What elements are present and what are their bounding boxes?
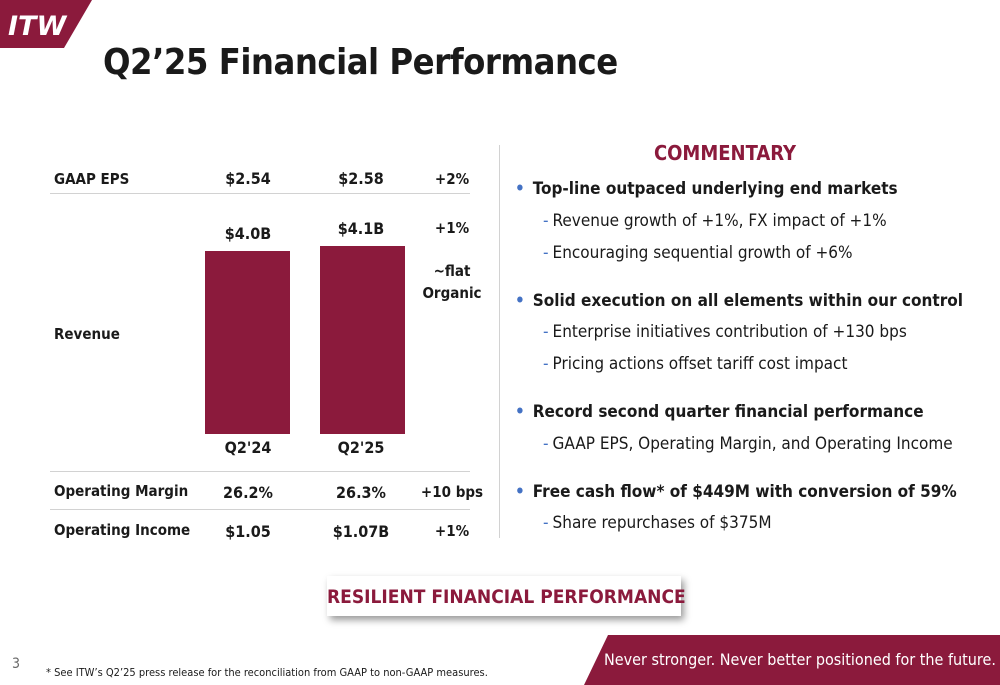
revenue-prior-period: Q2'24 (224, 438, 272, 457)
revenue-label: Revenue (54, 325, 120, 343)
revenue-organic-line2: Organic (422, 284, 482, 302)
operating-income-label: Operating Income (54, 521, 191, 539)
page-number: 3 (12, 656, 21, 672)
commentary-sub-point: - Share repurchases of $375M (543, 513, 772, 533)
revenue-change: +1% (434, 219, 470, 237)
eps-prior: $2.54 (225, 169, 271, 188)
revenue-prior-value: $4.0B (224, 224, 272, 243)
revenue-bar-q2-25 (320, 246, 405, 434)
page-title: Q2’25 Financial Performance (103, 42, 618, 83)
tagline-text: Never stronger. Never better positioned … (604, 650, 996, 669)
operating-margin-label: Operating Margin (54, 482, 189, 500)
row-divider (50, 509, 470, 510)
row-divider (50, 471, 470, 472)
operating-income-current: $1.07B (332, 522, 390, 541)
itw-logo: ITW (0, 0, 92, 48)
eps-change: +2% (434, 170, 470, 188)
logo-text: ITW (8, 11, 67, 42)
section-divider (499, 145, 500, 538)
revenue-current-period: Q2'25 (337, 438, 385, 457)
tagline-banner (584, 635, 1000, 685)
eps-label: GAAP EPS (54, 170, 130, 188)
commentary-sub-point: - Pricing actions offset tariff cost impa… (543, 354, 848, 374)
revenue-bar-q2-24 (205, 251, 290, 434)
revenue-organic-line1: ~flat (433, 262, 471, 280)
eps-current: $2.58 (338, 169, 384, 188)
row-divider (50, 193, 470, 194)
operating-margin-prior: 26.2% (223, 483, 273, 502)
commentary-sub-point: - Encouraging sequential growth of +6% (543, 243, 853, 263)
commentary-bullet: • Top-line outpaced underlying end market… (515, 179, 898, 199)
resilient-performance-callout: RESILIENT FINANCIAL PERFORMANCE (327, 576, 686, 616)
commentary-bullet: • Record second quarter financial perform… (515, 402, 924, 422)
footnote: * See ITW’s Q2’25 press release for the … (46, 666, 488, 679)
operating-margin-current: 26.3% (336, 483, 386, 502)
commentary-title: COMMENTARY (653, 141, 797, 165)
commentary-bullet: • Free cash flow* of $449M with conversio… (515, 482, 957, 502)
commentary-sub-point: - Enterprise initiatives contribution of … (543, 322, 907, 342)
revenue-current-value: $4.1B (337, 219, 385, 238)
operating-margin-change: +10 bps (420, 483, 484, 501)
commentary-sub-point: - GAAP EPS, Operating Margin, and Operati… (543, 434, 953, 454)
operating-income-change: +1% (434, 522, 470, 540)
commentary-bullet: • Solid execution on all elements within … (515, 291, 964, 311)
operating-income-prior: $1.05 (225, 522, 271, 541)
commentary-sub-point: - Revenue growth of +1%, FX impact of +1% (543, 211, 887, 231)
